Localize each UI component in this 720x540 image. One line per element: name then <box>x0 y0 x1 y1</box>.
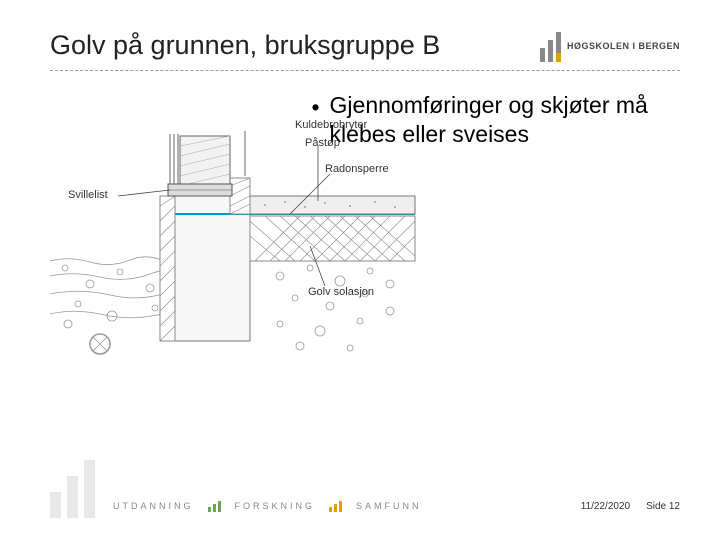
label-svillelist: Svillelist <box>68 189 108 201</box>
footer-page: Side 12 <box>646 501 680 512</box>
footer-tagline: UTDANNING FORSKNING SAMFUNN <box>113 500 422 518</box>
label-pastop: Påstøp <box>305 137 340 149</box>
mini-bars-1-icon <box>208 500 221 512</box>
logo-text: HØGSKOLEN I BERGEN <box>567 42 680 51</box>
mini-bars-2-icon <box>329 500 342 512</box>
institution-logo: HØGSKOLEN I BERGEN <box>540 30 680 62</box>
logo-bars-icon <box>540 30 561 62</box>
footer-bars-icon <box>50 458 95 518</box>
footer-word-2: FORSKNING <box>235 501 316 511</box>
label-kuldebrobryter: Kuldebrobryter <box>295 119 367 131</box>
footer-word-3: SAMFUNN <box>356 501 422 511</box>
label-golvisolasjon: Golv solasjon <box>308 286 374 298</box>
slide-footer: UTDANNING FORSKNING SAMFUNN 11/22/2020 S… <box>0 458 720 518</box>
foundation-diagram: Svillelist Kuldebrobryter Påstøp Radonsp… <box>50 81 301 361</box>
footer-date: 11/22/2020 <box>581 501 630 512</box>
slide-title: Golv på grunnen, bruksgruppe B <box>50 30 440 61</box>
footer-word-1: UTDANNING <box>113 501 194 511</box>
slide-header: Golv på grunnen, bruksgruppe B HØGSKOLEN… <box>50 30 680 71</box>
label-radonsperre: Radonsperre <box>325 163 389 175</box>
